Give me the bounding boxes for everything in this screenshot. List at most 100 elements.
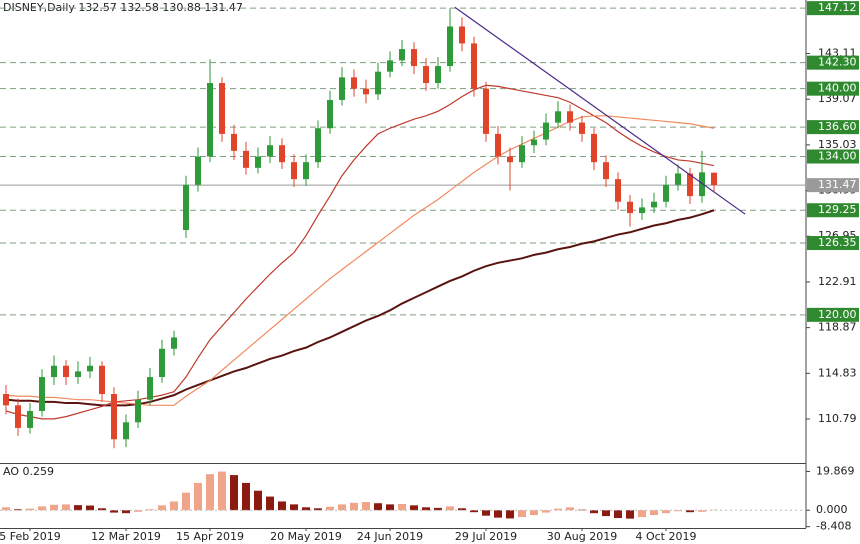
- ao-bar: [134, 510, 142, 512]
- ao-bar: [38, 506, 46, 511]
- candle-body: [159, 348, 165, 378]
- ao-bar: [482, 510, 490, 516]
- ao-bar: [650, 510, 658, 516]
- x-tick-label: 20 May 2019: [270, 530, 342, 543]
- candle-body: [315, 128, 321, 163]
- level-label: 126.35: [818, 236, 857, 249]
- candle-body: [375, 71, 381, 95]
- candle-body: [615, 179, 621, 202]
- candle-body: [351, 77, 357, 89]
- x-tick-label: 4 Oct 2019: [635, 530, 696, 543]
- candle-body: [495, 133, 501, 157]
- y-tick-label: 118.87: [818, 321, 857, 334]
- ao-bar: [230, 475, 238, 511]
- level-label-box: [807, 149, 859, 164]
- candle-body: [27, 410, 33, 428]
- ao-bar: [86, 505, 94, 511]
- ao-bar: [266, 496, 274, 511]
- candle-body: [87, 365, 93, 372]
- ao-bar: [614, 510, 622, 519]
- ao-bar: [470, 510, 478, 513]
- x-tick-label: 15 Apr 2019: [176, 530, 244, 543]
- ao-tick-label: 0.000: [816, 503, 848, 516]
- candle-body: [339, 77, 345, 100]
- level-label-box: [807, 1, 859, 16]
- level-label-box: [807, 236, 859, 251]
- ao-bar: [674, 510, 682, 512]
- level-label-box: [807, 81, 859, 96]
- ao-bar: [326, 506, 334, 511]
- candle-body: [291, 162, 297, 180]
- candle-body: [63, 365, 69, 378]
- candle-body: [639, 207, 645, 214]
- chart-title: DISNEY,Daily 132.57 132.58 130.88 131.47: [3, 1, 243, 14]
- level-label-box: [807, 120, 859, 135]
- ao-tick-label: -8.408: [816, 520, 851, 533]
- candle-body: [267, 145, 273, 157]
- candle-body: [687, 173, 693, 197]
- ao-bar: [254, 490, 262, 511]
- ao-bar: [170, 501, 178, 511]
- candle-body: [387, 60, 393, 72]
- candle-body: [555, 111, 561, 123]
- candle-body: [507, 156, 513, 163]
- x-tick-label: 30 Aug 2019: [547, 530, 617, 543]
- ao-bar: [194, 482, 202, 511]
- x-tick-label: 5 Feb 2019: [0, 530, 61, 543]
- ao-bar: [602, 510, 610, 517]
- ao-bar: [278, 501, 286, 511]
- candle-body: [447, 26, 453, 67]
- ao-bar: [14, 509, 22, 511]
- candle-body: [207, 83, 213, 157]
- ao-label: AO 0.259: [3, 465, 54, 478]
- ao-bar: [122, 510, 130, 514]
- ao-bar: [542, 510, 550, 513]
- level-label: 120.00: [818, 308, 857, 321]
- ao-bar: [290, 504, 298, 511]
- ao-bar: [2, 507, 10, 511]
- level-label: 136.60: [818, 120, 857, 133]
- candle-body: [531, 139, 537, 146]
- moving-average: [5, 209, 715, 407]
- ao-bar: [686, 510, 694, 513]
- candle-body: [123, 422, 129, 440]
- trendline: [454, 6, 746, 215]
- ao-bar: [218, 471, 226, 511]
- candle-body: [651, 201, 657, 208]
- ao-bar: [110, 510, 118, 513]
- candle-body: [711, 172, 717, 186]
- x-tick-label: 29 Jul 2019: [455, 530, 517, 543]
- candle-body: [219, 83, 225, 134]
- ao-bar: [698, 510, 706, 512]
- candle-body: [111, 394, 117, 440]
- candle-body: [411, 49, 417, 67]
- ao-bar: [506, 510, 514, 519]
- ao-bar: [530, 510, 538, 516]
- candle-body: [663, 184, 669, 202]
- candle-body: [363, 88, 369, 95]
- level-label: 134.00: [818, 150, 857, 163]
- ao-bar: [386, 504, 394, 511]
- ao-bar: [518, 510, 526, 518]
- level-label-box: [807, 203, 859, 218]
- ao-bar: [302, 507, 310, 511]
- candle-body: [591, 133, 597, 163]
- ao-bar: [242, 482, 250, 511]
- ao-bar: [350, 502, 358, 511]
- ao-bar: [590, 510, 598, 514]
- ao-bar: [434, 507, 442, 511]
- candle-body: [75, 371, 81, 378]
- y-tick-label: 114.83: [818, 366, 857, 379]
- candle-body: [171, 337, 177, 349]
- ao-bar: [158, 505, 166, 511]
- candle-body: [231, 133, 237, 151]
- moving-average: [5, 84, 715, 420]
- ao-bar: [374, 503, 382, 511]
- ao-bar: [662, 510, 670, 514]
- current-price-box: [807, 178, 859, 193]
- ao-bar: [710, 509, 718, 511]
- candle-body: [423, 66, 429, 84]
- candle-body: [3, 394, 9, 406]
